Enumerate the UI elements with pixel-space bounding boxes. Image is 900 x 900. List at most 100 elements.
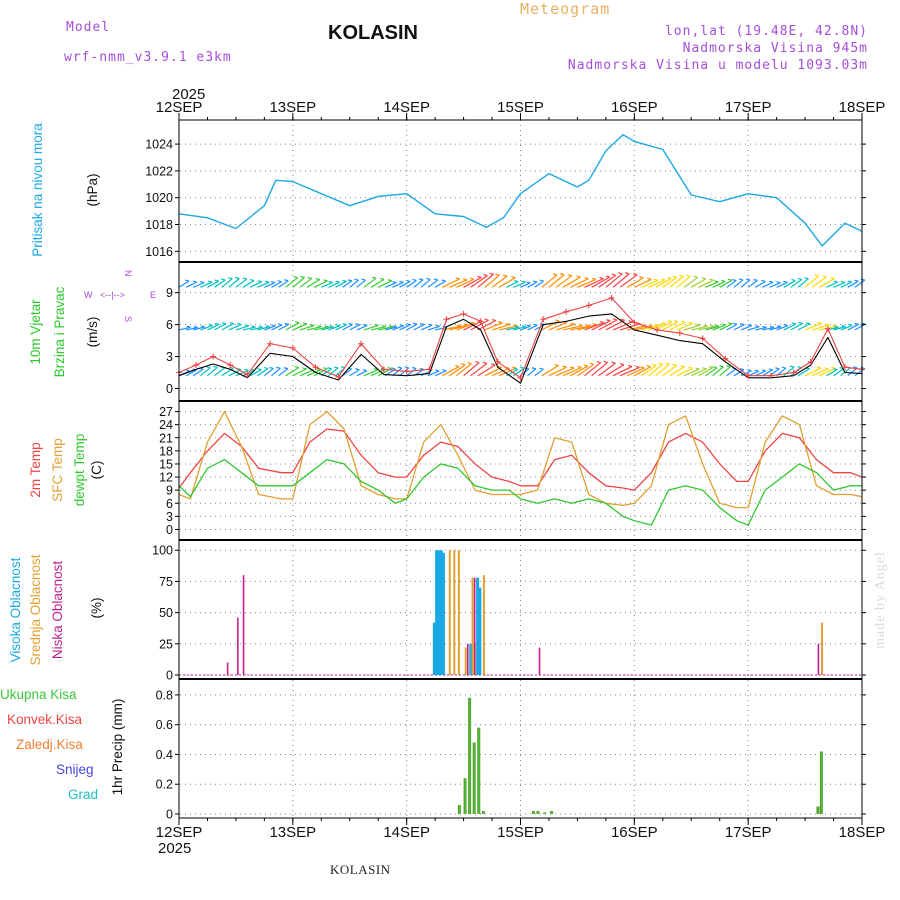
y-tick-label: 1022 (145, 164, 173, 178)
temp-unit: (C) (89, 461, 104, 480)
wind-direction-arrow (214, 367, 226, 377)
wind-direction-arrow (683, 324, 701, 331)
wind-arrow-head (709, 278, 714, 281)
wind-arrow-head (347, 279, 353, 282)
wind-direction-arrow (420, 324, 433, 331)
wind-arrow-head (277, 280, 282, 283)
wind-direction-arrow (655, 277, 672, 288)
wind-arrow-head (355, 368, 360, 371)
wind-arrow-head (237, 322, 242, 326)
wind-direction-arrow (627, 325, 646, 331)
wind-direction-arrow (790, 322, 804, 331)
wind-arrow-head (309, 323, 315, 327)
wind-direction-arrow (769, 326, 782, 331)
wind-direction-arrow (399, 280, 411, 288)
wind-direction-arrow (257, 281, 270, 288)
wind-gust-marker (267, 340, 274, 347)
wind-arrow-head (399, 324, 404, 327)
wind-arrow-head (206, 366, 211, 369)
y-tick-label: 18 (159, 444, 173, 458)
wind-arrow-head (728, 322, 733, 325)
wind-arrow-head (235, 276, 240, 280)
y-tick-label: 6 (166, 497, 173, 511)
wind-direction-arrow (726, 280, 737, 288)
wind-arrow-head (673, 320, 679, 323)
wind-direction-arrow (406, 323, 418, 331)
wind-arrow-head (381, 325, 386, 328)
wind-arrow-head (761, 369, 766, 372)
wind-arrow-head (680, 365, 685, 368)
wind-direction-arrow (385, 326, 398, 331)
wind-direction-arrow (200, 281, 213, 288)
wind-direction-arrow (541, 274, 558, 288)
precip-bar-highlight (817, 806, 819, 814)
wind-gust-marker (807, 358, 814, 365)
cloud-title-3: Niska Oblacnost (50, 561, 65, 660)
wind-arrow-head (373, 368, 379, 371)
wind-direction-arrow (278, 323, 290, 331)
wind-arrow-head (848, 323, 853, 327)
wind-direction-arrow (285, 277, 298, 288)
wind-direction-arrow (598, 274, 617, 288)
wind-direction-arrow (577, 363, 595, 377)
wind-direction-arrow (555, 367, 575, 377)
wind-arrow-head (300, 275, 305, 279)
wind-direction-arrow (747, 279, 758, 288)
wind-arrow-head (599, 320, 605, 324)
precip-total-label: Ukupna Kisa (0, 687, 77, 702)
wind-arrow-head (661, 321, 666, 325)
wind-direction-arrow (506, 326, 520, 331)
wind-arrow-head (726, 365, 731, 368)
wind-direction-arrow (420, 278, 431, 288)
wind-direction-arrow (683, 368, 700, 377)
wind-direction-arrow (207, 366, 218, 377)
wind-arrow-head (257, 280, 262, 283)
wind-direction-arrow (214, 323, 227, 331)
wind-arrow-head (577, 365, 582, 369)
wind-arrow-head (567, 274, 573, 277)
wind-arrow-head (660, 278, 666, 281)
x-label-top: 13SEP (269, 99, 316, 116)
wind-arrow-head (833, 368, 838, 371)
wind-arrow-head (606, 319, 611, 322)
wind-arrow-head (521, 280, 526, 283)
wind-direction-arrow (762, 281, 774, 288)
wind-direction-arrow (491, 275, 508, 288)
wind-arrow-head (618, 272, 623, 275)
pressure-unit: (hPa) (85, 173, 100, 206)
wind-arrow-head (814, 274, 819, 277)
y-tick-label: 75 (159, 575, 173, 589)
wind-direction-arrow (207, 323, 220, 331)
wind-arrow-head (701, 277, 706, 280)
wind-arrow-head (420, 322, 425, 325)
y-tick-label: 0 (166, 523, 173, 537)
wind-arrow-head (515, 325, 520, 328)
wind-direction-arrow (698, 325, 715, 331)
wind-direction-arrow (840, 324, 853, 331)
x-label-top: 18SEP (839, 99, 886, 116)
wind-arrow-head (419, 367, 425, 371)
wind-gust-marker (745, 372, 752, 379)
wind-direction-arrow (235, 325, 250, 331)
x-label-bottom: 18SEP (839, 824, 886, 841)
wind-arrow-head (228, 277, 233, 280)
wind-direction-arrow (278, 280, 289, 288)
wind-direction-arrow (726, 368, 737, 377)
wind-direction-arrow (185, 281, 198, 288)
wind-direction-arrow (342, 323, 353, 331)
wind-direction-arrow (221, 323, 235, 331)
wind-direction-arrow (335, 280, 347, 288)
precip-conv-label: Konvek.Kisa (7, 712, 83, 727)
wind-direction-arrow (470, 275, 488, 288)
wind-arrow-head (854, 322, 859, 326)
wind-arrow-head (513, 367, 519, 370)
wind-direction-arrow (449, 324, 469, 331)
wind-arrow-head (514, 280, 519, 283)
wind-arrow-head (583, 364, 589, 367)
wind-direction-arrow (434, 370, 447, 377)
wind-direction-arrow (484, 366, 503, 377)
high-cloud-bar (432, 622, 436, 675)
wind-arrow-head (599, 277, 604, 280)
wind-direction-arrow (783, 366, 795, 377)
